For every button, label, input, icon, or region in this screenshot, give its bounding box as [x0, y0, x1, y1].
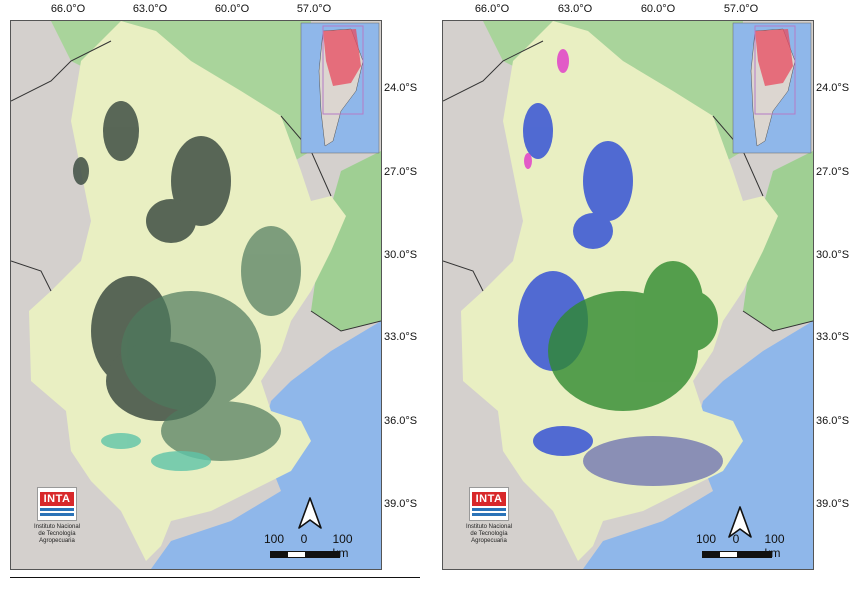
logo-caption-2: de Tecnología Agropecuaria — [470, 531, 508, 544]
lon-label-57: 57.0°O — [723, 3, 759, 15]
lat-label-39: 39.0°S — [384, 498, 418, 510]
scale-bar: 100 0 100 km — [694, 532, 799, 568]
bottom-rule — [10, 577, 420, 578]
inset-region — [323, 29, 361, 86]
lat-label-33: 33.0°S — [816, 331, 850, 343]
lat-label-27: 27.0°S — [816, 166, 850, 178]
map-panel-left: 66.0°O 63.0°O 60.0°O 57.0°O — [0, 0, 430, 591]
map-frame — [442, 20, 814, 570]
north-arrow-icon — [728, 506, 752, 538]
classification-mid — [121, 226, 301, 461]
scale-label-left: 100 — [263, 532, 285, 546]
scale-label-zero: 0 — [300, 532, 308, 546]
scale-label-zero: 0 — [732, 532, 740, 546]
inta-logo: INTA Instituto Nacional de Tecnología Ag… — [454, 487, 524, 545]
map-canvas — [443, 21, 813, 569]
map-panel-right: 66.0°O 63.0°O 60.0°O 57.0°O — [432, 0, 862, 591]
north-arrow-icon — [298, 497, 322, 529]
classification-purple — [583, 436, 723, 486]
lat-label-36: 36.0°S — [384, 415, 418, 427]
classification-magenta — [524, 49, 569, 169]
lat-label-39: 39.0°S — [816, 498, 850, 510]
map-canvas — [11, 21, 381, 569]
lon-label-60: 60.0°O — [640, 3, 676, 15]
vegetation-east — [743, 151, 813, 331]
inset-region — [755, 29, 793, 86]
inta-logo: INTA Instituto Nacional de Tecnología Ag… — [22, 487, 92, 545]
classification-green — [548, 261, 718, 411]
logo-wordmark: INTA — [40, 492, 74, 506]
lon-label-66: 66.0°O — [50, 3, 86, 15]
vegetation-east — [311, 151, 381, 331]
lat-label-24: 24.0°S — [816, 82, 850, 94]
scale-bar: 100 0 100 km — [262, 532, 367, 568]
lon-label-60: 60.0°O — [214, 3, 250, 15]
lat-label-36: 36.0°S — [816, 415, 850, 427]
logo-caption-1: Instituto Nacional — [465, 524, 513, 530]
logo-caption-2: de Tecnología Agropecuaria — [38, 531, 76, 544]
lon-label-57: 57.0°O — [296, 3, 332, 15]
lat-label-30: 30.0°S — [816, 249, 850, 261]
lat-label-30: 30.0°S — [384, 249, 418, 261]
logo-caption-1: Instituto Nacional — [33, 524, 81, 530]
classification-teal — [101, 433, 211, 471]
lat-label-33: 33.0°S — [384, 331, 418, 343]
lat-label-27: 27.0°S — [384, 166, 418, 178]
map-frame — [10, 20, 382, 570]
lon-label-63: 63.0°O — [132, 3, 168, 15]
lon-label-66: 66.0°O — [474, 3, 510, 15]
lat-label-24: 24.0°S — [384, 82, 418, 94]
scale-label-left: 100 — [695, 532, 717, 546]
lon-label-63: 63.0°O — [557, 3, 593, 15]
logo-wordmark: INTA — [472, 492, 506, 506]
